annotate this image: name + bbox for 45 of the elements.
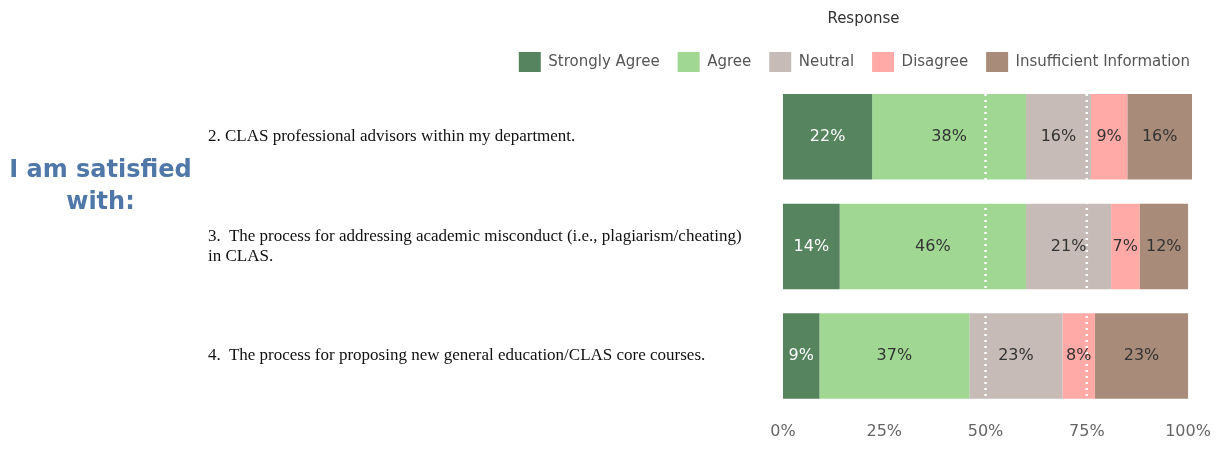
legend-label: Agree bbox=[707, 51, 752, 70]
bar bbox=[969, 313, 1063, 399]
bar bbox=[1139, 203, 1189, 290]
bar bbox=[783, 313, 820, 399]
bar bbox=[1127, 94, 1193, 180]
bar bbox=[1090, 94, 1128, 180]
data-label: 38% bbox=[931, 125, 967, 145]
data-label: 9% bbox=[788, 345, 814, 365]
x-tick-label: 0% bbox=[770, 420, 796, 440]
data-label: 23% bbox=[1123, 345, 1160, 365]
bar bbox=[839, 203, 1027, 290]
bar bbox=[1111, 203, 1140, 290]
data-label: 14% bbox=[793, 235, 830, 255]
data-label: 21% bbox=[1050, 235, 1087, 255]
data-label: 46% bbox=[915, 235, 951, 255]
data-label: 16% bbox=[1040, 125, 1077, 145]
legend-label: Insufficient Information bbox=[1015, 51, 1191, 70]
bar bbox=[819, 313, 970, 399]
data-label: 12% bbox=[1145, 235, 1182, 255]
bar bbox=[783, 94, 873, 180]
x-tick-label: 25% bbox=[866, 420, 903, 440]
x-tick-label: 50% bbox=[967, 420, 1004, 440]
legend-label: Disagree bbox=[901, 51, 969, 70]
data-label: 23% bbox=[998, 345, 1034, 365]
data-label: 7% bbox=[1112, 235, 1138, 255]
y-tick-label: 4. The process for proposing new general education/CLAS core courses. bbox=[208, 345, 706, 365]
legend-label: Strongly Agree bbox=[548, 51, 660, 70]
y-tick-label: 3. The process for addressing academic misconduct (i.e., plagiarism/cheating) in CLAS. bbox=[208, 225, 742, 266]
x-tick-label: 75% bbox=[1069, 420, 1105, 440]
text: I am satisfied with: bbox=[8, 154, 193, 217]
bar bbox=[783, 203, 840, 290]
legend-label: Neutral bbox=[798, 51, 855, 70]
data-label: 8% bbox=[1066, 345, 1092, 365]
bar bbox=[1094, 313, 1189, 399]
y-tick-label: 2. CLAS professional advisors within my department. bbox=[208, 126, 576, 146]
data-label: 37% bbox=[876, 345, 913, 365]
bar bbox=[1062, 313, 1095, 399]
data-label: 9% bbox=[1096, 125, 1122, 145]
data-label: 22% bbox=[809, 125, 846, 145]
data-label: 16% bbox=[1141, 125, 1178, 145]
legend-title: Response bbox=[827, 9, 900, 28]
bar bbox=[1026, 94, 1091, 180]
bar bbox=[1026, 203, 1112, 290]
x-tick-label: 100% bbox=[1165, 420, 1211, 440]
bar bbox=[872, 94, 1027, 180]
